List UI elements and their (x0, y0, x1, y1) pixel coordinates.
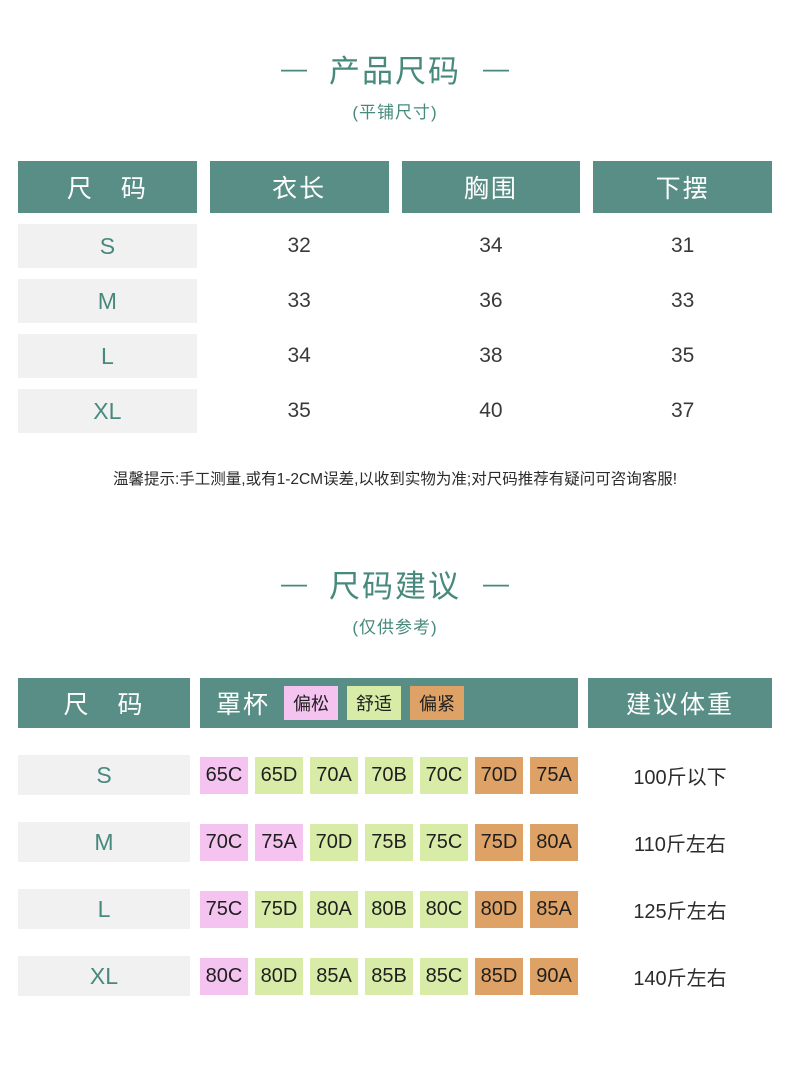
cup-size-chip: 90A (530, 957, 578, 995)
suggested-weight: 125斤左右 (633, 900, 727, 923)
size-label: M (18, 822, 190, 862)
measurement-value: 32 (287, 234, 311, 257)
size-label: S (18, 224, 197, 268)
cup-size-chip: 70A (310, 756, 358, 794)
section-title-row: — 产品尺码 — (18, 46, 772, 91)
cup-column-header: 罩杯 偏松 舒适 偏紧 (200, 678, 578, 728)
section1-subtitle: (平铺尺寸) (352, 103, 438, 122)
measurement-note: 温馨提示:手工测量,或有1-2CM误差,以收到实物为准;对尺码推荐有疑问可咨询客… (112, 471, 678, 488)
cup-row: 70C 75A 70D 75B 75C 75D 80A (200, 823, 578, 861)
title-dash-right: — (483, 568, 509, 598)
measurement-value: 37 (670, 399, 695, 422)
size-chart-page: — 产品尺码 — (平铺尺寸) 尺 码衣长 胸围 下摆 S 32 34 31 M 33 36 33 L… (18, 46, 772, 996)
product-size-section: — 产品尺码 — (平铺尺寸) 尺 码衣长 胸围 下摆 S 32 34 31 M 33 36 33 L… (18, 46, 772, 489)
size-label: S (18, 755, 190, 795)
title-dash-right: — (483, 53, 509, 83)
measurement-value: 40 (479, 399, 503, 422)
size-advice-heading: — 尺码建议 — (仅供参考) (18, 561, 772, 638)
measurement-value: 38 (479, 344, 503, 367)
section1-title: 产品尺码 (329, 54, 461, 89)
cup-size-chip: 85D (475, 957, 523, 995)
cup-size-chip: 75A (530, 756, 578, 794)
cup-size-chip: 75C (420, 823, 468, 861)
cup-size-chip: 80D (475, 890, 523, 928)
cup-size-chip: 65C (200, 756, 248, 794)
size-label: L (18, 334, 197, 378)
size-advice-section: — 尺码建议 — (仅供参考) 尺 码 罩杯 偏松 舒适 偏紧 建议体重 S 65C 6… (18, 561, 772, 996)
product-size-heading: — 产品尺码 — (平铺尺寸) (18, 46, 772, 123)
measurement-value: 35 (670, 344, 695, 367)
column-header-1: 衣长 (209, 161, 389, 213)
size-label: XL (18, 956, 190, 996)
product-size-table: 尺 码衣长 胸围 下摆 S 32 34 31 M 33 36 33 L 34 38 35 XL 35 40 37 (18, 161, 772, 433)
cup-size-chip: 80A (310, 890, 358, 928)
cup-size-chip: 80B (365, 890, 413, 928)
cup-size-chip: 80C (200, 957, 248, 995)
size-column-header: 尺 码 (18, 678, 190, 728)
cup-size-chip: 75D (475, 823, 523, 861)
size-advice-table: 尺 码 罩杯 偏松 舒适 偏紧 建议体重 S 65C 65D 70A 70B 70C 70D 75… (18, 678, 772, 996)
legend-chip-tight: 偏紧 (410, 686, 465, 720)
title-dash-left: — (281, 53, 307, 83)
cup-row: 75C 75D 80A 80B 80C 80D 85A (200, 890, 578, 928)
weight-column-header: 建议体重 (588, 678, 772, 728)
legend-chip-loose: 偏松 (284, 686, 339, 720)
section-title-row: — 尺码建议 — (18, 561, 772, 606)
measurement-value: 34 (287, 344, 311, 367)
title-dash-left: — (281, 568, 307, 598)
column-header-3: 下摆 (593, 161, 772, 213)
section2-subtitle: (仅供参考) (352, 618, 438, 637)
cup-size-chip: 75A (255, 823, 303, 861)
cup-size-chip: 75C (200, 890, 248, 928)
measurement-value: 31 (670, 234, 695, 257)
measurement-value: 33 (670, 289, 695, 312)
suggested-weight: 140斤左右 (633, 967, 727, 990)
cup-size-chip: 85C (420, 957, 468, 995)
cup-size-chip: 75D (255, 890, 303, 928)
size-label: L (18, 889, 190, 929)
cup-size-chip: 70C (420, 756, 468, 794)
cup-size-chip: 70C (200, 823, 248, 861)
suggested-weight: 100斤以下 (633, 766, 727, 789)
measurement-value: 35 (287, 399, 311, 422)
cup-size-chip: 85B (365, 957, 413, 995)
cup-size-chip: 80C (420, 890, 468, 928)
cup-size-chip: 70B (365, 756, 413, 794)
cup-size-chip: 80D (255, 957, 303, 995)
cup-size-chip: 70D (475, 756, 523, 794)
cup-size-chip: 75B (365, 823, 413, 861)
measurement-value: 36 (479, 289, 503, 312)
cup-size-chip: 70D (310, 823, 358, 861)
cup-row: 80C 80D 85A 85B 85C 85D 90A (200, 957, 578, 995)
fit-legend: 偏松 舒适 偏紧 (284, 686, 465, 720)
legend-chip-comfort: 舒适 (347, 686, 402, 720)
column-header-2: 胸围 (401, 161, 581, 213)
cup-size-chip: 85A (530, 890, 578, 928)
measurement-value: 33 (287, 289, 311, 312)
cup-size-chip: 65D (255, 756, 303, 794)
cup-row: 65C 65D 70A 70B 70C 70D 75A (200, 756, 578, 794)
section2-title: 尺码建议 (329, 569, 461, 604)
measurement-value: 34 (479, 234, 503, 257)
column-header-0: 尺 码 (18, 161, 197, 213)
size-label: XL (18, 389, 197, 433)
suggested-weight: 110斤左右 (634, 833, 726, 856)
size-label: M (18, 279, 197, 323)
cup-header-label: 罩杯 (216, 691, 271, 719)
cup-size-chip: 80A (530, 823, 578, 861)
cup-size-chip: 85A (310, 957, 358, 995)
